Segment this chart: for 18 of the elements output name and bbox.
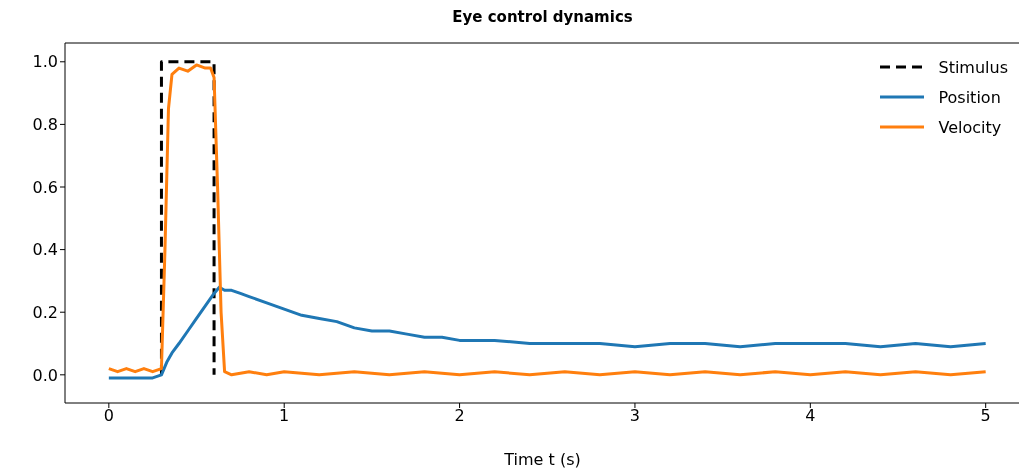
y-tick-label: 0.8 [32,115,58,135]
chart-title: Eye control dynamics [451,8,634,26]
x-tick-label: 4 [805,406,816,426]
x-tick-label: 0 [103,406,114,426]
line-series [107,285,988,380]
y-tick-label: 1.0 [32,52,58,72]
x-axis-title: Time t (s) [503,450,582,469]
legend-label: Velocity [938,117,1002,137]
x-tick-label: 2 [454,406,465,426]
x-tick-label: 3 [629,406,641,426]
legend-label: Stimulus [938,57,1008,77]
x-tick-label: 1 [279,406,290,426]
y-tick-label: 0.2 [32,302,58,322]
legend-label: Position [938,87,1001,107]
y-tick-label: 0.0 [32,365,58,385]
y-tick-label: 0.6 [32,177,58,197]
y-tick-label: 0.4 [32,240,58,260]
x-tick-label: 5 [980,406,991,426]
